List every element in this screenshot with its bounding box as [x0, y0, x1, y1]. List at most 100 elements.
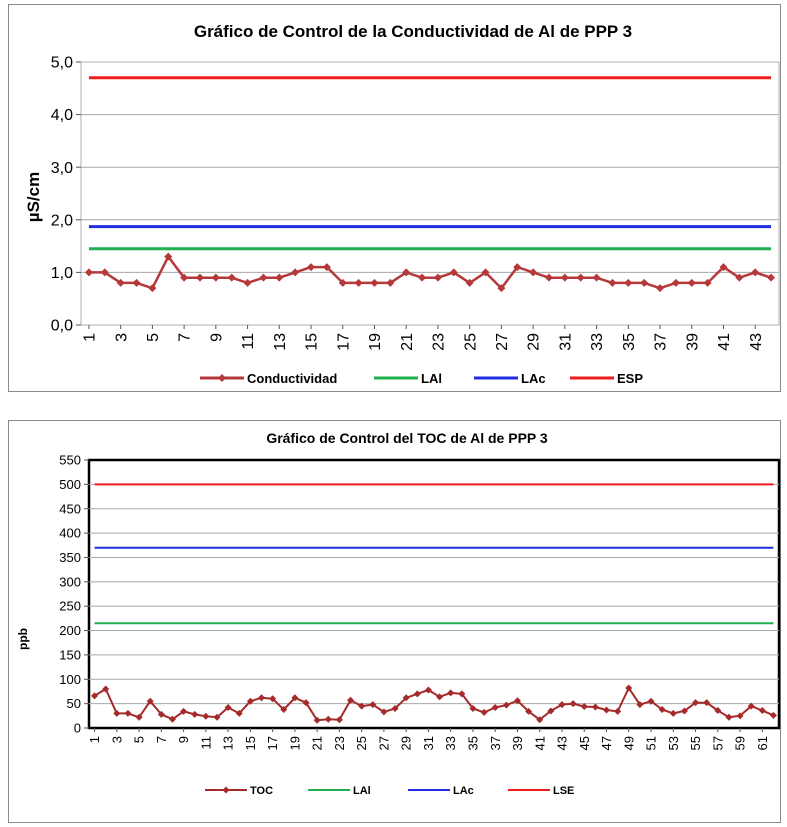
x-tick-label: 29: [399, 736, 414, 750]
chart-title: Gráfico de Control del TOC de Al de PPP …: [266, 430, 548, 446]
data-point: [767, 273, 776, 282]
x-tick-label: 47: [599, 736, 614, 750]
y-tick-label: 1,0: [51, 265, 73, 282]
legend-label: ESP: [617, 371, 643, 386]
data-point: [640, 278, 649, 287]
data-point: [291, 694, 299, 702]
x-tick-label: 9: [208, 333, 225, 342]
data-point: [369, 701, 377, 709]
data-point: [313, 716, 321, 724]
data-point: [735, 273, 744, 282]
data-point: [275, 273, 284, 282]
data-point: [433, 273, 442, 282]
data-point: [307, 263, 316, 272]
y-tick-label: 5,0: [51, 55, 73, 72]
data-point: [116, 278, 125, 287]
data-point: [513, 263, 522, 272]
data-point: [358, 702, 366, 710]
legend-marker: [218, 374, 226, 382]
x-tick-label: 15: [304, 333, 321, 351]
data-point: [714, 706, 722, 714]
x-tick-label: 5: [145, 333, 162, 342]
data-point: [536, 716, 544, 724]
data-point: [91, 692, 99, 700]
x-tick-label: 21: [310, 736, 325, 750]
y-tick-label: 4,0: [51, 107, 73, 124]
y-tick-label: 250: [59, 599, 81, 614]
data-point: [758, 706, 766, 714]
data-point: [354, 278, 363, 287]
data-point: [544, 273, 553, 282]
x-tick-label: 17: [335, 333, 352, 351]
x-tick-label: 3: [109, 736, 124, 743]
x-tick-label: 7: [177, 333, 194, 342]
y-tick-label: 350: [59, 550, 81, 565]
x-tick-label: 35: [466, 736, 481, 750]
y-tick-label: 0: [74, 721, 81, 736]
data-point: [529, 268, 538, 277]
legend-label: LAl: [421, 371, 442, 386]
x-tick-label: 39: [510, 736, 525, 750]
data-point: [418, 273, 427, 282]
x-tick-label: 27: [494, 333, 511, 351]
data-point: [719, 263, 728, 272]
data-point: [180, 707, 188, 715]
data-point: [603, 706, 610, 714]
data-point: [235, 709, 243, 717]
data-point: [391, 705, 399, 713]
x-tick-label: 53: [666, 736, 681, 750]
y-tick-label: 100: [59, 672, 81, 687]
data-point: [132, 278, 141, 287]
y-axis-label: ppb: [16, 628, 30, 650]
data-point: [751, 268, 760, 277]
data-point: [380, 708, 388, 716]
data-point: [736, 712, 744, 720]
data-point: [84, 268, 93, 277]
x-tick-label: 35: [621, 333, 638, 351]
data-point: [465, 278, 474, 287]
y-axis-label: µS/cm: [24, 172, 43, 222]
data-point: [569, 700, 577, 708]
legend-label: LAc: [521, 371, 546, 386]
x-tick-label: 31: [557, 333, 574, 351]
data-point: [102, 685, 110, 693]
data-point: [624, 278, 633, 287]
y-tick-label: 200: [59, 623, 81, 638]
legend-marker: [222, 786, 230, 794]
x-tick-label: 9: [176, 736, 191, 743]
data-point: [680, 707, 688, 715]
x-tick-label: 25: [462, 333, 479, 351]
x-tick-label: 43: [748, 333, 765, 351]
data-point: [413, 690, 421, 698]
y-tick-label: 450: [59, 501, 81, 516]
data-point: [497, 284, 506, 293]
data-point: [576, 273, 585, 282]
data-point: [280, 705, 288, 713]
data-point: [447, 689, 455, 697]
data-point: [211, 273, 220, 282]
data-point: [227, 273, 236, 282]
data-point: [656, 284, 665, 293]
x-tick-label: 3: [113, 333, 130, 342]
x-tick-label: 43: [555, 736, 570, 750]
x-tick-label: 33: [443, 736, 458, 750]
data-point: [113, 709, 121, 717]
conductivity-chart: Gráfico de Control de la Conductividad d…: [8, 4, 781, 392]
data-point: [703, 278, 712, 287]
data-point: [191, 710, 199, 718]
data-point: [335, 716, 343, 724]
data-point: [213, 713, 221, 721]
data-point: [725, 713, 733, 721]
data-point: [100, 268, 109, 277]
x-tick-label: 39: [684, 333, 701, 351]
data-point: [402, 694, 410, 702]
data-point: [658, 705, 666, 713]
data-point: [291, 268, 300, 277]
data-point: [669, 709, 677, 717]
x-tick-label: 25: [354, 736, 369, 750]
x-tick-label: 49: [621, 736, 636, 750]
data-point: [625, 684, 633, 692]
data-point: [243, 278, 252, 287]
data-point: [347, 696, 355, 704]
data-point: [180, 273, 189, 282]
